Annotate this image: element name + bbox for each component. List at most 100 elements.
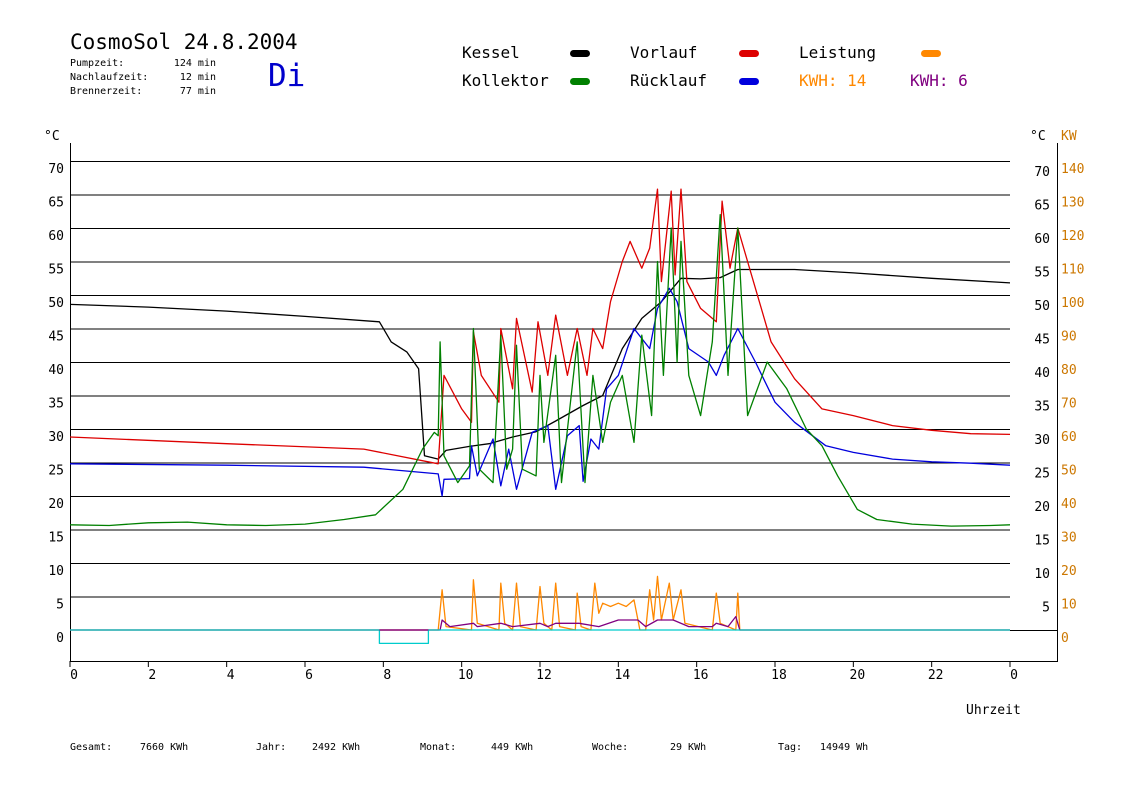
x-tick-label: 22 — [928, 668, 944, 683]
legend-leistung-swatch — [921, 50, 941, 57]
info-label: Brennerzeit: — [70, 86, 143, 97]
series-line-rcklauf — [69, 287, 1011, 497]
info-value: 124 min — [173, 58, 216, 69]
y-tick-label-right: 20 — [1034, 500, 1050, 515]
x-tick-label: 8 — [383, 668, 391, 683]
series-line-vorlauf — [69, 188, 1011, 465]
info-nachlaufzeit: Nachlaufzeit: 12 min — [70, 72, 216, 83]
y-tick-label-left: 65 — [48, 196, 64, 211]
y2-tick-label: 110 — [1061, 263, 1084, 278]
x-tick-label: 14 — [615, 668, 631, 683]
series-line-kollektor — [69, 213, 1011, 527]
x-tick-label: 0 — [70, 668, 78, 683]
y-tick-label-right: 15 — [1034, 534, 1050, 549]
y2-tick-label: 40 — [1061, 497, 1077, 512]
legend-kollektor-swatch — [570, 78, 590, 85]
x-tick-label: 6 — [305, 668, 313, 683]
legend-ruecklauf-swatch — [739, 78, 759, 85]
footer-gesamt-value: 7660 KWh — [140, 742, 189, 753]
y2-tick-label: 130 — [1061, 196, 1084, 211]
legend-vorlauf-swatch — [739, 50, 759, 57]
y-tick-label-left: 25 — [48, 464, 64, 479]
y-tick-label-left: 45 — [48, 330, 64, 345]
legend-kollektor-label: Kollektor — [462, 71, 549, 90]
y2-tick-label: 50 — [1061, 464, 1077, 479]
x-tick-label: 20 — [850, 668, 866, 683]
info-pumpzeit: Pumpzeit: 124 min — [70, 58, 216, 69]
footer-tag-label: Tag: — [778, 742, 803, 753]
y-tick-label-right: 5 — [1042, 601, 1050, 616]
y-tick-label-left: 35 — [48, 397, 64, 412]
series-line-aux6 — [70, 629, 1010, 645]
y-tick-label-right: 40 — [1034, 366, 1050, 381]
y-tick-label-left: 15 — [48, 531, 64, 546]
series-line-leistung — [70, 575, 1010, 631]
y-axis-label-left: °C — [44, 129, 60, 144]
y-tick-label-left: 30 — [48, 430, 64, 445]
x-tick-label: 16 — [693, 668, 709, 683]
info-value: 77 min — [179, 86, 216, 97]
x-tick-label: 0 — [1010, 668, 1018, 683]
footer-woche-value: 29 KWh — [670, 742, 707, 753]
info-label: Pumpzeit: — [70, 58, 125, 69]
x-tick-label: 4 — [227, 668, 235, 683]
y2-tick-label: 120 — [1061, 229, 1084, 244]
y-tick-label-left: 10 — [48, 564, 64, 579]
y-tick-label-right: 65 — [1034, 199, 1050, 214]
footer-jahr-label: Jahr: — [256, 742, 287, 753]
legend-leistung-label: Leistung — [799, 43, 877, 62]
y-tick-label-left: 20 — [48, 497, 64, 512]
x-axis-label: Uhrzeit — [966, 703, 1021, 718]
y-tick-label-left: 0 — [56, 631, 64, 646]
legend-kessel-label: Kessel — [462, 43, 520, 62]
y-tick-label-left: 55 — [48, 263, 64, 278]
y-tick-label-left: 60 — [48, 229, 64, 244]
y-tick-label-right: 50 — [1034, 299, 1050, 314]
y-tick-label-right: 60 — [1034, 232, 1050, 247]
y-tick-label-right: 30 — [1034, 433, 1050, 448]
footer-gesamt-label: Gesamt: — [70, 742, 113, 753]
y2-tick-label: 80 — [1061, 363, 1077, 378]
info-brennerzeit: Brennerzeit: 77 min — [70, 86, 216, 97]
footer-jahr-value: 2492 KWh — [312, 742, 361, 753]
y2-axis-label: KW — [1061, 129, 1077, 144]
x-tick-label: 18 — [771, 668, 787, 683]
footer-woche-label: Woche: — [592, 742, 629, 753]
y-tick-label-right: 55 — [1034, 266, 1050, 281]
y-tick-label-left: 50 — [48, 296, 64, 311]
kwh-purple-label: KWH: 6 — [910, 71, 968, 90]
series-line-aux5 — [70, 615, 1010, 631]
y-tick-label-right: 10 — [1034, 567, 1050, 582]
x-tick-label: 2 — [148, 668, 156, 683]
y-tick-label-right: 45 — [1034, 333, 1050, 348]
y-tick-label-left: 70 — [48, 162, 64, 177]
weekday-label: Di — [268, 58, 306, 94]
y2-tick-label: 100 — [1061, 296, 1084, 311]
y2-tick-label: 90 — [1061, 330, 1077, 345]
y-tick-label-right: 25 — [1034, 467, 1050, 482]
y2-tick-label: 0 — [1061, 631, 1069, 646]
footer-monat-label: Monat: — [420, 742, 457, 753]
y2-tick-label: 10 — [1061, 598, 1077, 613]
footer-tag-value: 14949 Wh — [820, 742, 869, 753]
footer-monat-value: 449 KWh — [491, 742, 534, 753]
y2-tick-label: 60 — [1061, 430, 1077, 445]
x-tick-label: 12 — [536, 668, 552, 683]
y2-tick-label: 20 — [1061, 564, 1077, 579]
x-tick-label: 10 — [458, 668, 474, 683]
legend-vorlauf-label: Vorlauf — [630, 43, 698, 62]
y2-tick-label: 30 — [1061, 531, 1077, 546]
series-line-kessel — [69, 268, 1011, 460]
y2-tick-label: 70 — [1061, 397, 1077, 412]
y-tick-label-right: 70 — [1034, 165, 1050, 180]
y-tick-label-right: 35 — [1034, 400, 1050, 415]
y-tick-label-left: 5 — [56, 598, 64, 613]
kwh-orange-label: KWH: 14 — [799, 71, 867, 90]
legend-ruecklauf-label: Rücklauf — [630, 71, 708, 90]
y2-tick-label: 140 — [1061, 162, 1084, 177]
y-tick-label-left: 40 — [48, 363, 64, 378]
y-axis-label-right: °C — [1030, 129, 1046, 144]
info-value: 12 min — [179, 72, 216, 83]
info-label: Nachlaufzeit: — [70, 72, 149, 83]
